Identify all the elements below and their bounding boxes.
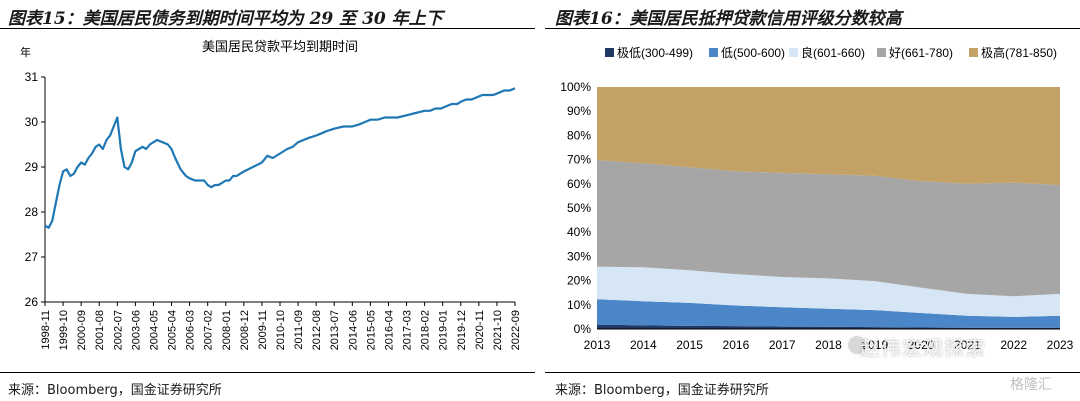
left-x-tick-label: 2018-02 [420,310,432,350]
right-legend-label: 极高(781-850) [981,45,1057,60]
right-x-tick-label: 2014 [630,338,657,352]
right-y-tick-label: 0% [574,322,592,336]
corner-logo: 格隆汇 [1010,377,1052,393]
left-x-tick-label: 2013-07 [329,310,341,350]
right-y-tick-label: 30% [567,249,591,263]
right-legend-label: 极低(300-499) [617,46,693,60]
right-x-tick-label: 2022 [1000,338,1027,352]
right-x-tick-label: 2013 [584,338,611,352]
left-x-tick-label: 2007-02 [203,310,215,350]
right-area-series-1 [597,299,1060,328]
left-source-note: 来源：Bloomberg，国金证券研究所 [8,383,222,398]
left-x-tick-label: 2006-03 [185,310,197,350]
right-x-tick-label: 2017 [769,338,796,352]
wechat-logo-icon [846,334,868,356]
left-x-tick-label: 2021-10 [492,310,504,350]
right-legend-swatch [709,48,718,57]
right-x-tick-label: 2016 [723,338,750,352]
left-x-tick-label: 1999-10 [58,310,70,350]
left-line-chart: 美国居民贷款平均到期时间 年 26 27 28 29 30 31 1998-11 1999-10 2… [20,40,522,350]
right-figure: 图表16：美国居民抵押贷款信用评级分数较高 极低(300-499) 低(500-6… [545,0,1080,401]
left-x-tick-label: 2012-08 [311,310,323,350]
left-x-tick-label: 2010-10 [275,310,287,350]
right-area-series-2 [597,266,1060,317]
right-legend-swatch [789,48,798,57]
left-x-tick-label: 2008-01 [221,310,233,350]
right-y-tick-label: 60% [567,177,591,191]
left-series-line [44,87,516,229]
right-stacked-area-chart: 极低(300-499) 低(500-600) 良(601-660) 好(661-780… [560,45,1074,352]
right-y-tick-label: 80% [567,128,591,142]
left-x-tick-label: 2008-12 [239,310,251,350]
left-chart-title: 美国居民贷款平均到期时间 [202,40,358,55]
left-x-tick-label: 1998-11 [40,310,52,350]
right-x-tick-label: 2020 [908,338,935,352]
right-x-tick-label: 2023 [1047,338,1074,352]
left-y-tick-label: 29 [25,160,39,174]
right-y-tick-label: 20% [567,274,591,288]
right-x-tick-label: 2015 [676,338,703,352]
left-x-tick-label: 2020-11 [474,310,486,350]
left-x-tick-label: 2019-01 [438,310,450,350]
right-y-tick-label: 10% [567,298,591,312]
right-legend-swatch [605,48,614,57]
left-x-tick-label: 2005-04 [167,310,179,350]
right-source-rule [545,372,1080,373]
left-figure-title: 图表15：美国居民债务到期时间平均为 29 至 30 年上下 [8,9,443,29]
right-x-tick-label: 2021 [954,338,981,352]
left-y-unit-label: 年 [20,45,31,59]
left-x-tick-label: 2002-07 [112,310,124,350]
left-x-tick-label: 2022-09 [510,310,522,350]
right-y-tick-label: 70% [567,153,591,167]
right-area-series-4 [597,87,1060,185]
left-x-tick-label: 2019-12 [456,310,468,350]
left-x-tick-label: 2001-08 [94,310,106,350]
left-x-tick-label: 2016-04 [383,310,395,350]
watermark-text: 赵伟宏观探索 [860,336,986,360]
left-source-rule [0,372,535,373]
right-legend-label: 低(500-600) [721,46,785,60]
right-legend-label: 好(661-780) [889,46,953,60]
right-figure-title: 图表16：美国居民抵押贷款信用评级分数较高 [555,9,902,29]
left-x-tick-label: 2004-05 [148,310,160,350]
left-x-tick-label: 2011-09 [293,310,305,350]
left-x-tick-label: 2014-06 [347,310,359,350]
left-x-tick-label: 2015-05 [365,310,377,350]
left-y-tick-label: 31 [25,70,39,84]
right-x-tick-label: 2019 [861,338,888,352]
left-figure: 图表15：美国居民债务到期时间平均为 29 至 30 年上下 美国居民贷款平均到… [0,0,535,401]
left-title-rule [0,28,535,29]
right-legend-swatch [877,48,886,57]
right-y-tick-label: 100% [560,80,591,94]
left-y-tick-label: 28 [25,205,39,219]
left-y-tick-label: 26 [25,295,39,309]
left-x-tick-label: 2009-11 [257,310,269,350]
left-x-tick-label: 2017-03 [402,310,414,350]
left-x-tick-label: 2000-09 [76,310,88,350]
right-title-rule [545,28,1080,29]
right-source-note: 来源：Bloomberg，国金证券研究所 [555,383,769,398]
right-legend-label: 良(601-660) [801,45,865,60]
right-legend-swatch [969,48,978,57]
right-x-tick-label: 2018 [815,338,842,352]
right-y-tick-label: 90% [567,104,591,118]
left-x-tick-label: 2003-06 [130,310,142,350]
right-y-tick-label: 50% [567,201,591,215]
right-area-series-3 [597,160,1060,297]
right-y-tick-label: 40% [567,225,591,239]
left-y-tick-label: 30 [25,115,39,129]
left-y-tick-label: 27 [25,250,39,264]
